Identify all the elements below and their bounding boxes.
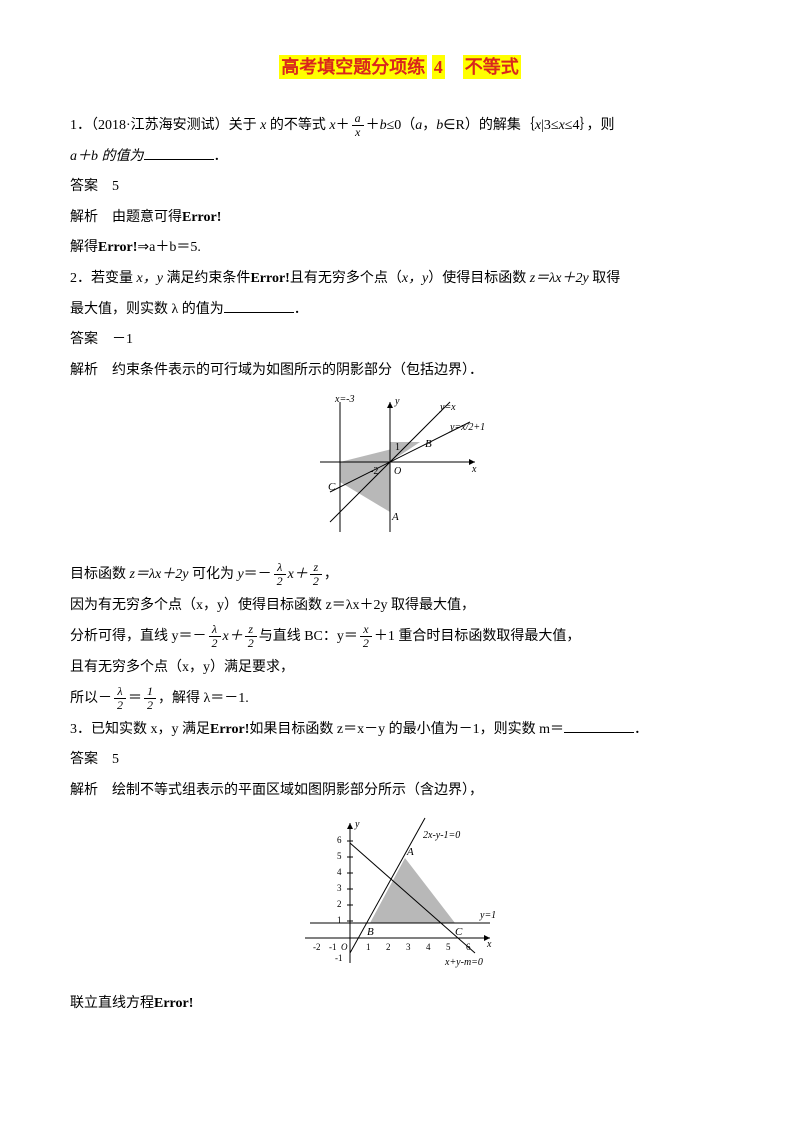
frac-l2: λ2	[274, 561, 286, 588]
svg-text:y=1: y=1	[479, 910, 496, 921]
svg-text:5: 5	[446, 942, 451, 952]
page-title: 高考填空题分项练 4 不等式	[70, 50, 730, 84]
figure-2: 6 5 4 3 2 1 -2 -1 O 1 2 3 4 5 6 y x 2x-y…	[70, 813, 730, 984]
q2-line2: 最大值，则实数 λ 的值为．	[70, 297, 730, 324]
q1-explain1: 解析 由题意可得Error!	[70, 205, 730, 232]
svg-text:-2: -2	[313, 942, 321, 952]
q2-explain: 解析 约束条件表示的可行域为如图所示的阴影部分（包括边界）．	[70, 358, 730, 385]
svg-text:x: x	[486, 939, 492, 950]
q2-line6: 且有无穷多个点（x，y）满足要求，	[70, 655, 730, 682]
fig1-m2: -2	[370, 466, 378, 477]
svg-text:y: y	[354, 819, 360, 830]
fig1-y: y	[394, 396, 400, 407]
blank	[144, 159, 214, 160]
svg-text:x+y-m=0: x+y-m=0	[444, 957, 483, 968]
svg-text:B: B	[367, 926, 374, 938]
blank	[564, 732, 634, 733]
svg-text:6: 6	[337, 835, 342, 845]
fig1-svg: x=-3 y y=x y=x/2+1 x O 1 -2 B C A	[310, 392, 490, 542]
error-text: Error!	[182, 210, 221, 225]
svg-text:2: 2	[337, 899, 342, 909]
error-text: Error!	[154, 996, 193, 1011]
q2-line1: 2．若变量 x，y 满足约束条件Error!且有无穷多个点（x，y）使得目标函数…	[70, 266, 730, 293]
error-text: Error!	[250, 271, 289, 286]
svg-text:O: O	[341, 942, 348, 952]
svg-text:-1: -1	[329, 942, 337, 952]
q3-line2: 联立直线方程Error!	[70, 991, 730, 1018]
fig1-xl: x	[471, 464, 477, 475]
q2-line5: 分析可得，直线 y＝－λ2x＋z2与直线 BC：y＝x2＋1 重合时目标函数取得…	[70, 623, 730, 651]
q3-line1: 3．已知实数 x，y 满足Error!如果目标函数 z＝x－y 的最小值为－1，…	[70, 717, 730, 744]
fig1-xm3: x=-3	[334, 394, 355, 405]
title-hl2: 不等式	[463, 55, 521, 79]
svg-text:1: 1	[366, 942, 371, 952]
title-hl1: 高考填空题分项练	[279, 55, 427, 79]
fig2-svg: 6 5 4 3 2 1 -2 -1 O 1 2 3 4 5 6 y x 2x-y…	[295, 813, 505, 973]
q2-line4: 因为有无穷多个点（x，y）使得目标函数 z＝λx＋2y 取得最大值，	[70, 593, 730, 620]
frac-z2: z2	[310, 561, 322, 588]
svg-text:C: C	[455, 926, 463, 938]
svg-text:3: 3	[406, 942, 411, 952]
fig1-O: O	[394, 466, 401, 477]
fig1-one: 1	[395, 442, 400, 453]
q1-line1: 1．（2018·江苏海安测试）关于 x 的不等式 x＋ax＋b≤0（a，b∈R）…	[70, 112, 730, 140]
frac-a-x: ax	[352, 112, 364, 139]
title-mid: 4	[432, 55, 445, 79]
error-text: Error!	[98, 240, 137, 255]
error-text: Error!	[210, 722, 249, 737]
fig1-A: A	[391, 511, 399, 523]
svg-text:2: 2	[386, 942, 391, 952]
q2-line3: 目标函数 z＝λx＋2y 可化为 y＝－λ2x＋z2，	[70, 561, 730, 589]
q1-explain2: 解得Error!⇒a＋b＝5.	[70, 235, 730, 262]
fig1-C: C	[328, 481, 336, 493]
q2-answer: 答案 －1	[70, 327, 730, 354]
svg-text:2x-y-1=0: 2x-y-1=0	[423, 830, 460, 841]
svg-text:3: 3	[337, 883, 342, 893]
figure-1: x=-3 y y=x y=x/2+1 x O 1 -2 B C A	[70, 392, 730, 553]
fig1-B: B	[425, 438, 432, 450]
fig1-yx2: y=x/2+1	[449, 422, 485, 433]
fig1-yx: y=x	[439, 402, 456, 413]
svg-text:A: A	[406, 846, 414, 858]
q3-answer: 答案 5	[70, 747, 730, 774]
q1-answer: 答案 5	[70, 174, 730, 201]
svg-text:5: 5	[337, 851, 342, 861]
svg-text:4: 4	[426, 942, 431, 952]
svg-text:-1: -1	[335, 953, 343, 963]
q3-explain: 解析 绘制不等式组表示的平面区域如图阴影部分所示（含边界），	[70, 778, 730, 805]
blank	[224, 312, 294, 313]
q1-line2: a＋b 的值为．	[70, 144, 730, 171]
svg-text:4: 4	[337, 867, 342, 877]
q2-line7: 所以－λ2＝12，解得 λ＝－1.	[70, 685, 730, 713]
